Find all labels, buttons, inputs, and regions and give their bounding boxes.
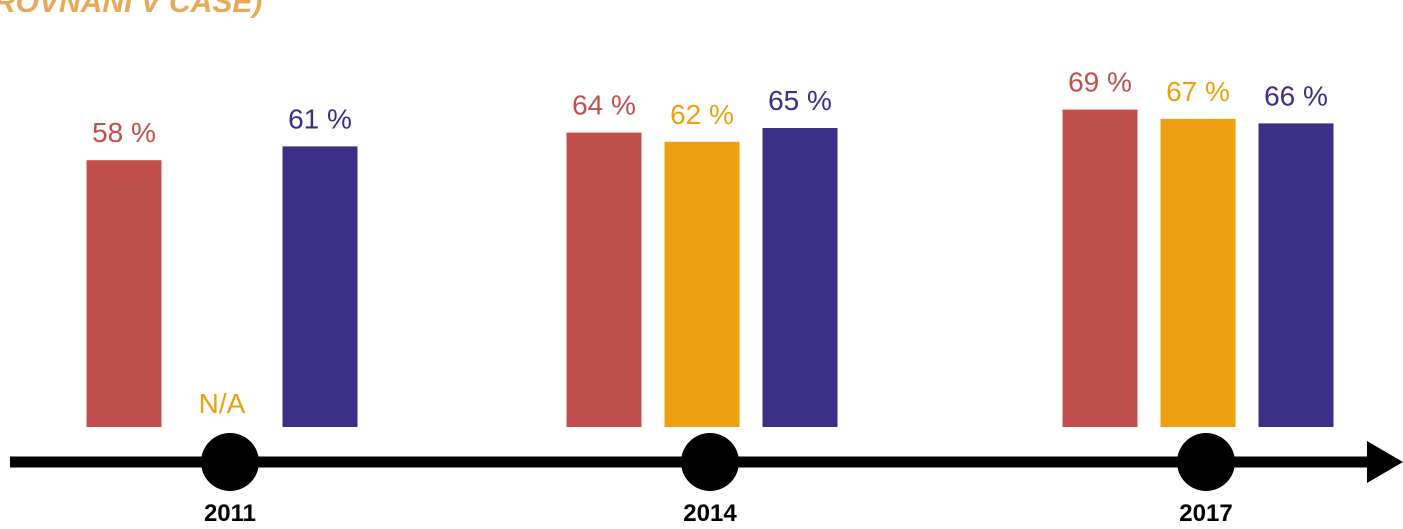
timeline-marker-2011 <box>201 433 259 491</box>
year-label-2014: 2014 <box>683 500 737 527</box>
timeline-marker-2014 <box>681 433 739 491</box>
bar-2014-series-3 <box>762 128 838 427</box>
data-label-2014-series-1: 64 % <box>572 90 636 121</box>
bars-layer: 58 % N/A 61 % 64 % 62 % 65 % 69 % 67 % 66 % <box>86 67 1334 428</box>
year-label-2011: 2011 <box>204 500 256 527</box>
bar-2017-series-3 <box>1258 123 1334 428</box>
data-label-2011-series-3: 61 % <box>288 103 352 134</box>
year-label-2017: 2017 <box>1179 500 1232 527</box>
data-label-2017-series-3: 66 % <box>1264 80 1328 111</box>
data-label-2014-series-3: 65 % <box>768 85 832 116</box>
bar-2011-series-1 <box>86 160 162 427</box>
bar-2017-series-1 <box>1062 109 1138 427</box>
timeline-axis: 2011 2014 2017 <box>10 433 1403 527</box>
bar-2014-series-1 <box>566 132 642 427</box>
bar-2011-series-3 <box>282 146 358 427</box>
data-label-2014-series-2: 62 % <box>670 99 734 130</box>
data-label-2017-series-2: 67 % <box>1166 76 1230 107</box>
data-label-2017-series-1: 69 % <box>1068 67 1132 98</box>
bar-2017-series-2 <box>1160 118 1236 428</box>
data-label-2011-series-1: 58 % <box>92 117 156 148</box>
timeline-marker-2017 <box>1177 433 1235 491</box>
chart-title: ROVNÁNÍ V ČASE) <box>0 0 263 19</box>
bar-2014-series-2 <box>664 141 740 428</box>
data-label-2011-series-2: N/A <box>199 388 246 419</box>
timeline-arrowhead <box>1367 441 1403 483</box>
